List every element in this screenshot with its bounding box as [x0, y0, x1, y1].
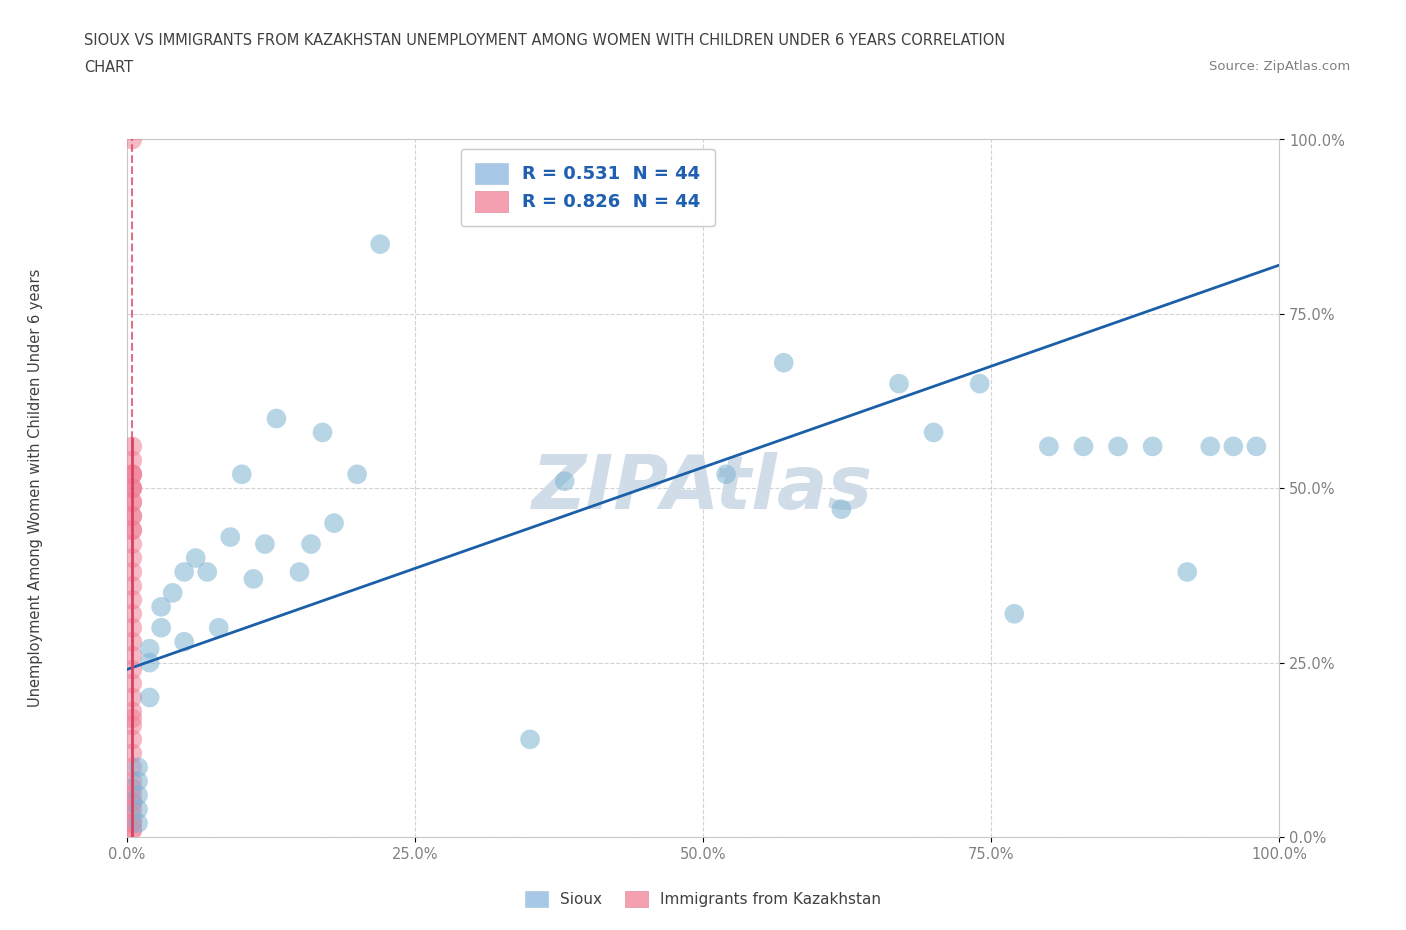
Point — [121, 823, 143, 837]
Point — [121, 676, 143, 691]
Point — [173, 565, 195, 579]
Point — [830, 502, 852, 517]
Point — [121, 794, 143, 809]
Point — [121, 606, 143, 621]
Point — [121, 467, 143, 482]
Point — [121, 704, 143, 719]
Point — [121, 732, 143, 747]
Point — [121, 746, 143, 761]
Point — [121, 802, 143, 817]
Legend: R = 0.531  N = 44, R = 0.826  N = 44: R = 0.531 N = 44, R = 0.826 N = 44 — [461, 149, 714, 226]
Point — [219, 530, 242, 545]
Point — [323, 515, 346, 530]
Point — [121, 509, 143, 524]
Point — [121, 481, 143, 496]
Point — [121, 592, 143, 607]
Point — [121, 495, 143, 510]
Point — [127, 774, 149, 789]
Point — [121, 662, 143, 677]
Legend: Sioux, Immigrants from Kazakhstan: Sioux, Immigrants from Kazakhstan — [519, 884, 887, 913]
Point — [184, 551, 207, 565]
Point — [121, 823, 143, 837]
Point — [121, 481, 143, 496]
Point — [266, 411, 288, 426]
Point — [311, 425, 333, 440]
Point — [121, 816, 143, 830]
Point — [121, 523, 143, 538]
Point — [138, 655, 160, 670]
Point — [922, 425, 945, 440]
Point — [208, 620, 231, 635]
Point — [121, 816, 143, 830]
Point — [1222, 439, 1244, 454]
Point — [150, 600, 173, 615]
Point — [121, 781, 143, 796]
Point — [150, 620, 173, 635]
Point — [162, 586, 184, 601]
Point — [1073, 439, 1095, 454]
Point — [1246, 439, 1268, 454]
Point — [121, 481, 143, 496]
Point — [1142, 439, 1164, 454]
Point — [121, 551, 143, 565]
Point — [242, 571, 264, 587]
Point — [121, 439, 143, 454]
Point — [121, 495, 143, 510]
Point — [138, 642, 160, 657]
Point — [887, 376, 910, 391]
Point — [1002, 606, 1025, 621]
Point — [121, 794, 143, 809]
Text: CHART: CHART — [84, 60, 134, 75]
Point — [121, 648, 143, 663]
Point — [121, 565, 143, 579]
Point — [772, 355, 794, 370]
Point — [127, 760, 149, 775]
Point — [969, 376, 991, 391]
Text: ZIPAtlas: ZIPAtlas — [533, 452, 873, 525]
Point — [121, 523, 143, 538]
Text: Source: ZipAtlas.com: Source: ZipAtlas.com — [1209, 60, 1350, 73]
Point — [195, 565, 218, 579]
Point — [121, 788, 143, 803]
Point — [121, 578, 143, 593]
Point — [121, 774, 143, 789]
Point — [519, 732, 541, 747]
Text: Unemployment Among Women with Children Under 6 years: Unemployment Among Women with Children U… — [28, 269, 42, 708]
Point — [127, 788, 149, 803]
Point — [121, 453, 143, 468]
Point — [1175, 565, 1198, 579]
Point — [121, 690, 143, 705]
Point — [121, 760, 143, 775]
Point — [121, 634, 143, 649]
Point — [121, 467, 143, 482]
Point — [121, 711, 143, 725]
Point — [121, 467, 143, 482]
Text: SIOUX VS IMMIGRANTS FROM KAZAKHSTAN UNEMPLOYMENT AMONG WOMEN WITH CHILDREN UNDER: SIOUX VS IMMIGRANTS FROM KAZAKHSTAN UNEM… — [84, 33, 1005, 47]
Point — [121, 620, 143, 635]
Point — [138, 690, 160, 705]
Point — [299, 537, 322, 551]
Point — [253, 537, 276, 551]
Point — [127, 816, 149, 830]
Point — [346, 467, 368, 482]
Point — [121, 132, 143, 147]
Point — [121, 809, 143, 824]
Point — [714, 467, 737, 482]
Point — [231, 467, 253, 482]
Point — [121, 537, 143, 551]
Point — [121, 509, 143, 524]
Point — [121, 718, 143, 733]
Point — [368, 237, 391, 252]
Point — [1107, 439, 1129, 454]
Point — [173, 634, 195, 649]
Point — [554, 474, 576, 489]
Point — [288, 565, 311, 579]
Point — [1199, 439, 1222, 454]
Point — [127, 802, 149, 817]
Point — [1038, 439, 1060, 454]
